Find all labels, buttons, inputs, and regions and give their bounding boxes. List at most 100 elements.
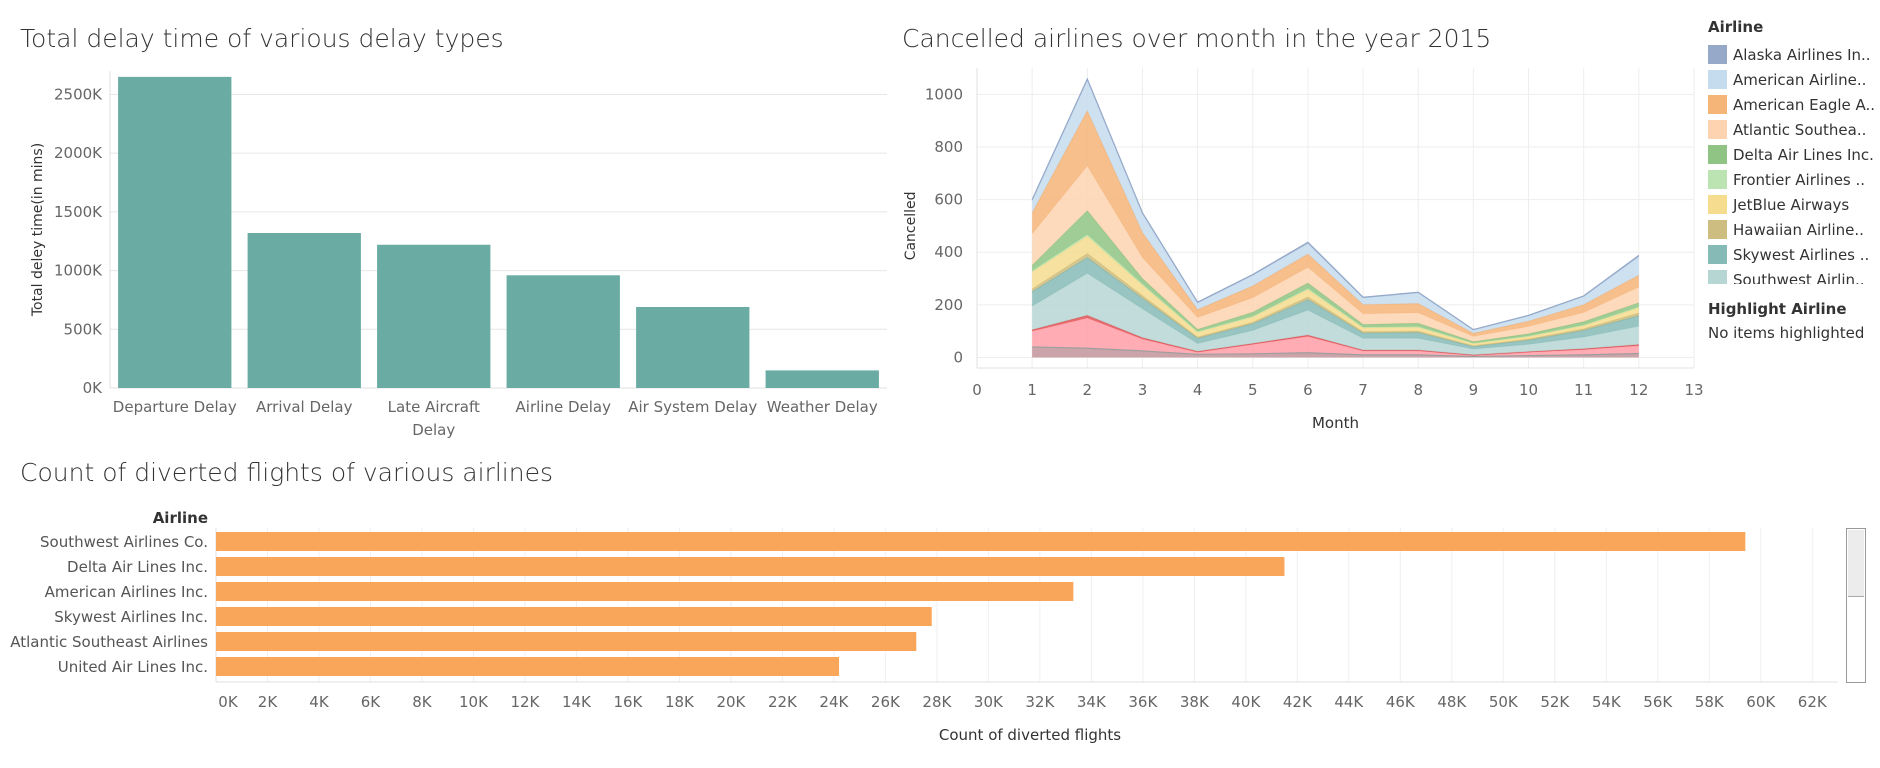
legend-item[interactable]: Alaska Airlines In..	[1708, 42, 1876, 67]
delay-bar	[377, 244, 491, 388]
y-tick-label: United Air Lines Inc.	[58, 658, 208, 676]
y-tick-label: 1500K	[54, 203, 103, 221]
x-tick-label: 2K	[258, 693, 279, 711]
legend-item[interactable]: Southwest Airlin..	[1708, 267, 1876, 284]
diverted-bar	[216, 582, 1074, 601]
legend-item-label: Atlantic Southea..	[1733, 120, 1867, 139]
area-series	[1032, 346, 1639, 358]
x-tick-label: 2	[1083, 381, 1093, 399]
legend-swatch	[1708, 170, 1727, 189]
x-tick-label: 42K	[1283, 693, 1313, 711]
y-tick-label: 1000K	[54, 262, 103, 280]
y-tick-label: 2500K	[54, 85, 103, 103]
highlight-airline-value[interactable]: No items highlighted	[1708, 324, 1865, 342]
legend-swatch	[1708, 70, 1727, 89]
area-series	[1032, 257, 1639, 350]
x-tick-label: 0K	[218, 693, 239, 711]
diverted-bar	[216, 557, 1285, 576]
legend-item[interactable]: Skywest Airlines ..	[1708, 242, 1876, 267]
airline-legend[interactable]: Airline Alaska Airlines In.. American Air…	[1708, 18, 1876, 342]
area-series-edge	[1031, 77, 1640, 331]
x-tick-label: Airline Delay	[516, 398, 612, 416]
legend-item-label: American Airline..	[1733, 70, 1867, 89]
y-axis-header: Airline	[153, 509, 208, 527]
legend-swatch	[1708, 145, 1727, 164]
x-tick-label: 18K	[665, 693, 695, 711]
legend-item[interactable]: Delta Air Lines Inc.	[1708, 142, 1876, 167]
x-tick-label: 11	[1574, 381, 1593, 399]
delay-bar-chart: 0K 500K 1000K 1500K 2000K 2500K Departure Dela…	[30, 71, 887, 439]
x-tick-label: 32K	[1025, 693, 1055, 711]
x-tick-label: 50K	[1489, 693, 1519, 711]
x-tick-label: 6K	[361, 693, 382, 711]
y-tick-label: 0K	[83, 379, 104, 397]
diverted-bar-chart: 0K 2K 4K 6K 8K 10K 12K 14K 16K 18K 20K 22K 24K 26K 28K…	[10, 509, 1838, 744]
legend-swatch	[1708, 270, 1727, 284]
area-series	[1032, 165, 1639, 342]
x-tick-label: 8	[1413, 381, 1423, 399]
legend-item[interactable]: Frontier Airlines ..	[1708, 167, 1876, 192]
y-tick-label: 200	[934, 296, 963, 314]
legend-swatch	[1708, 245, 1727, 264]
delay-chart-title: Total delay time of various delay types	[20, 24, 504, 53]
x-axis-title: Count of diverted flights	[939, 726, 1121, 744]
x-tick-label: 12K	[510, 693, 540, 711]
highlight-airline-title: Highlight Airline	[1708, 300, 1847, 318]
delay-bar	[118, 76, 232, 389]
area-series	[1032, 236, 1639, 346]
legend-item[interactable]: Hawaiian Airline..	[1708, 217, 1876, 242]
scrollbar-thumb[interactable]	[1848, 530, 1864, 597]
x-tick-label: 5	[1248, 381, 1258, 399]
area-series	[1032, 80, 1639, 334]
x-tick-label: 14K	[562, 693, 592, 711]
x-tick-label: 10K	[459, 693, 489, 711]
x-tick-label: 46K	[1386, 693, 1416, 711]
y-tick-label: 0	[953, 348, 963, 366]
y-tick-label: Delta Air Lines Inc.	[67, 558, 208, 576]
legend-item[interactable]: American Eagle A..	[1708, 92, 1876, 117]
diverted-bar	[216, 632, 917, 651]
x-tick-label: Arrival Delay	[256, 398, 353, 416]
y-tick-label: 2000K	[54, 144, 103, 162]
x-axis-title: Month	[1312, 414, 1359, 432]
diverted-bar	[216, 607, 932, 626]
y-axis-title: Total deley time(in mins)	[30, 143, 46, 317]
x-tick-label: 60K	[1746, 693, 1776, 711]
legend-item-label: Skywest Airlines ..	[1733, 245, 1870, 264]
x-tick-label: 10	[1519, 381, 1538, 399]
legend-item-label: JetBlue Airways	[1733, 195, 1850, 214]
area-series	[1032, 210, 1639, 343]
legend-list[interactable]: Alaska Airlines In.. American Airline.. Am…	[1708, 42, 1876, 284]
legend-item-label: Frontier Airlines ..	[1733, 170, 1866, 189]
x-tick-label: 48K	[1437, 693, 1467, 711]
y-tick-label: American Airlines Inc.	[45, 583, 208, 601]
legend-item[interactable]: JetBlue Airways	[1708, 192, 1876, 217]
cancelled-chart-title: Cancelled airlines over month in the yea…	[902, 24, 1492, 53]
x-tick-label: 28K	[922, 693, 952, 711]
x-tick-label: 24K	[819, 693, 849, 711]
area-series-edge	[1032, 346, 1639, 358]
x-tick-label: 34K	[1077, 693, 1107, 711]
delay-bar	[506, 275, 620, 388]
legend-swatch	[1708, 120, 1727, 139]
x-tick-label: 38K	[1180, 693, 1210, 711]
y-tick-label: 800	[934, 138, 963, 156]
x-tick-label: Air System Delay	[628, 398, 757, 416]
x-tick-label: 4	[1193, 381, 1203, 399]
y-tick-label: 1000	[925, 85, 963, 103]
y-tick-label: Southwest Airlines Co.	[40, 533, 208, 551]
x-tick-label: 54K	[1592, 693, 1622, 711]
legend-swatch	[1708, 195, 1727, 214]
diverted-scrollbar[interactable]	[1846, 528, 1866, 683]
x-tick-label: 22K	[768, 693, 798, 711]
diverted-chart-title: Count of diverted flights of various air…	[20, 458, 553, 487]
legend-item[interactable]: American Airline..	[1708, 67, 1876, 92]
x-tick-label: 30K	[974, 693, 1004, 711]
x-tick-label: 9	[1469, 381, 1479, 399]
delay-bar	[636, 306, 750, 388]
legend-item-label: Southwest Airlin..	[1733, 270, 1865, 285]
legend-item[interactable]: Atlantic Southea..	[1708, 117, 1876, 142]
x-tick-label: 26K	[871, 693, 901, 711]
x-tick-label: 3	[1138, 381, 1148, 399]
x-tick-label: 52K	[1540, 693, 1570, 711]
